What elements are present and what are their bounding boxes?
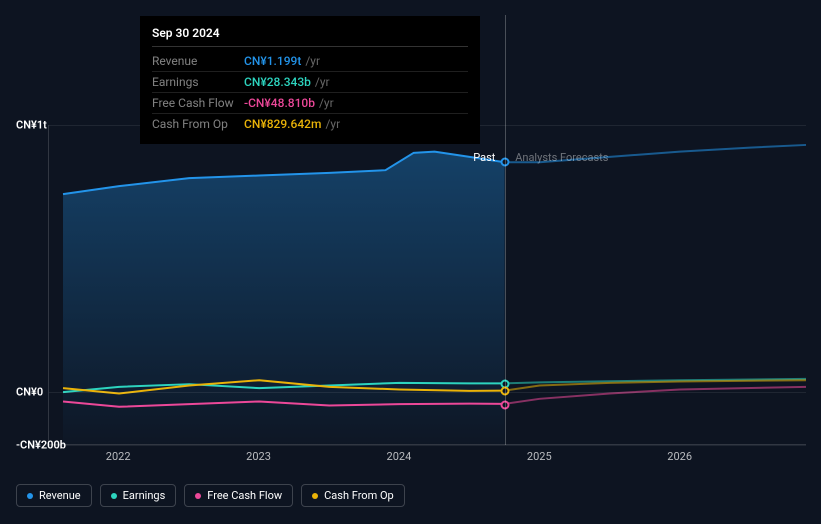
y-axis-label: CN¥1t <box>16 119 47 132</box>
x-axis-label: 2025 <box>527 450 552 463</box>
tooltip-metric-value: -CN¥48.810b <box>244 96 315 110</box>
gridline <box>49 445 806 446</box>
legend: Revenue Earnings Free Cash Flow Cash From O… <box>16 484 405 507</box>
x-axis-label: 2024 <box>387 450 412 463</box>
legend-label: Revenue <box>39 489 81 502</box>
tooltip-metric-value: CN¥829.642m <box>244 117 321 131</box>
legend-item-cash-from-op[interactable]: Cash From Op <box>301 484 405 507</box>
x-axis-label: 2022 <box>106 450 131 463</box>
tooltip-metric-value: CN¥1.199t <box>244 54 301 68</box>
tooltip-row: RevenueCN¥1.199t/yr <box>152 51 468 72</box>
tooltip-date: Sep 30 2024 <box>152 26 468 47</box>
x-axis-label: 2023 <box>246 450 271 463</box>
chart-lines-svg <box>49 125 806 444</box>
legend-label: Cash From Op <box>324 489 394 502</box>
legend-label: Earnings <box>123 489 166 502</box>
tooltip-metric-unit: /yr <box>325 117 340 131</box>
plot-region[interactable]: Past Analysts Forecasts <box>48 125 806 445</box>
legend-dot-icon <box>27 493 33 499</box>
hover-vertical-line <box>505 15 506 445</box>
past-label: Past <box>473 151 495 164</box>
forecast-label: Analysts Forecasts <box>515 151 608 164</box>
free-cash-flow-line <box>505 387 806 404</box>
tooltip-metric-label: Earnings <box>152 75 244 89</box>
hover-tooltip: Sep 30 2024 RevenueCN¥1.199t/yrEarningsC… <box>140 16 480 144</box>
tooltip-metric-label: Revenue <box>152 54 244 68</box>
legend-dot-icon <box>312 493 318 499</box>
tooltip-metric-unit: /yr <box>319 96 334 110</box>
legend-item-earnings[interactable]: Earnings <box>100 484 177 507</box>
chart-area[interactable]: CN¥1tCN¥0-CN¥200b PastAnalysts Forecasts <box>16 125 806 445</box>
x-axis-label: 2026 <box>667 450 692 463</box>
tooltip-metric-unit: /yr <box>305 54 320 68</box>
legend-dot-icon <box>111 493 117 499</box>
revenue-area-fill <box>63 152 505 444</box>
tooltip-row: Cash From OpCN¥829.642m/yr <box>152 114 468 134</box>
y-axis-label: CN¥0 <box>16 385 43 398</box>
tooltip-row: EarningsCN¥28.343b/yr <box>152 72 468 93</box>
tooltip-metric-unit: /yr <box>315 75 330 89</box>
tooltip-metric-label: Cash From Op <box>152 117 244 131</box>
x-axis-labels: 2022 2023 2024 2025 2026 <box>48 450 806 470</box>
gridline <box>49 392 806 393</box>
tooltip-metric-label: Free Cash Flow <box>152 96 244 110</box>
legend-item-revenue[interactable]: Revenue <box>16 484 92 507</box>
legend-item-free-cash-flow[interactable]: Free Cash Flow <box>184 484 293 507</box>
tooltip-metric-value: CN¥28.343b <box>244 75 311 89</box>
tooltip-row: Free Cash Flow-CN¥48.810b/yr <box>152 93 468 114</box>
legend-dot-icon <box>195 493 201 499</box>
legend-label: Free Cash Flow <box>207 489 282 502</box>
